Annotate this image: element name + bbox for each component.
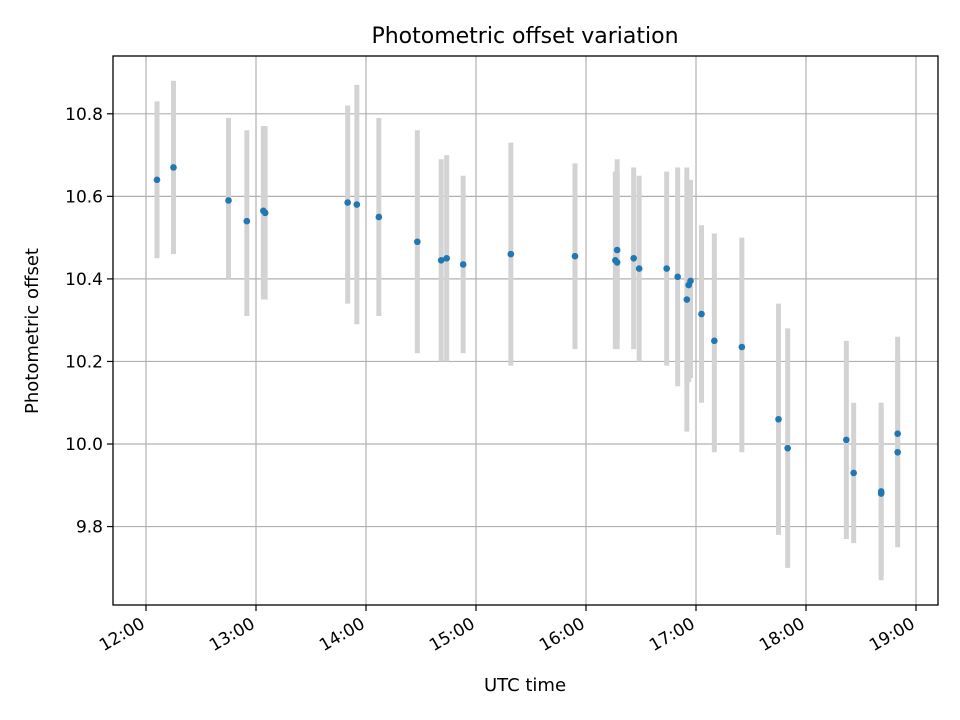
y-tick-label: 10.8 (65, 105, 103, 125)
data-point (630, 254, 637, 262)
data-point (353, 201, 361, 208)
x-axis-label: UTC time (484, 675, 566, 696)
data-point (843, 436, 850, 444)
data-point (877, 490, 885, 497)
y-tick-label: 10.0 (65, 435, 103, 455)
grid (113, 56, 938, 605)
chart-title: Photometric offset variation (371, 24, 678, 49)
data-point (414, 238, 421, 246)
x-tick-label: 17:00 (646, 614, 698, 656)
x-axis-ticks: 12:00 13:00 14:00 15:00 16:00 17:00 18:00 19:00 (96, 605, 919, 656)
data-point (225, 197, 232, 204)
data-point (437, 257, 445, 264)
data-point (894, 448, 901, 456)
error-bars (154, 80, 901, 581)
plot-frame (112, 55, 939, 606)
y-tick-label: 10.4 (65, 270, 103, 290)
data-points (153, 164, 901, 497)
data-point (153, 176, 161, 184)
data-point (344, 199, 351, 206)
data-point (784, 444, 791, 452)
x-tick-label: 14:00 (316, 614, 368, 656)
y-tick-label: 10.2 (65, 352, 103, 372)
data-point (698, 310, 705, 318)
x-tick-label: 12:00 (96, 614, 148, 656)
x-tick-label: 15:00 (426, 614, 478, 656)
x-tick-label: 18:00 (756, 614, 808, 656)
y-tick-label: 9.8 (76, 518, 103, 538)
data-point (711, 337, 718, 345)
data-point (243, 217, 251, 225)
data-point (613, 259, 621, 266)
data-point (261, 209, 269, 217)
data-point (375, 213, 383, 221)
data-point (170, 164, 177, 171)
x-tick-label: 16:00 (536, 614, 588, 656)
x-tick-label: 13:00 (206, 614, 258, 656)
data-point (850, 469, 857, 477)
data-point (738, 343, 746, 351)
data-point (674, 273, 681, 281)
data-point (775, 415, 782, 423)
data-point (507, 250, 515, 258)
data-point (635, 265, 643, 272)
data-point (663, 265, 670, 272)
y-tick-label: 10.6 (65, 187, 103, 207)
data-point (894, 430, 901, 437)
data-point (683, 296, 691, 303)
data-point (613, 246, 621, 254)
x-tick-label: 19:00 (866, 614, 918, 656)
data-point (459, 261, 467, 268)
y-axis-ticks: 9.8 10.0 10.2 10.4 10.6 10.8 (65, 105, 113, 538)
data-point (571, 252, 579, 260)
y-axis-label: Photometric offset (22, 248, 43, 414)
data-point (443, 254, 450, 262)
data-point (687, 277, 694, 285)
